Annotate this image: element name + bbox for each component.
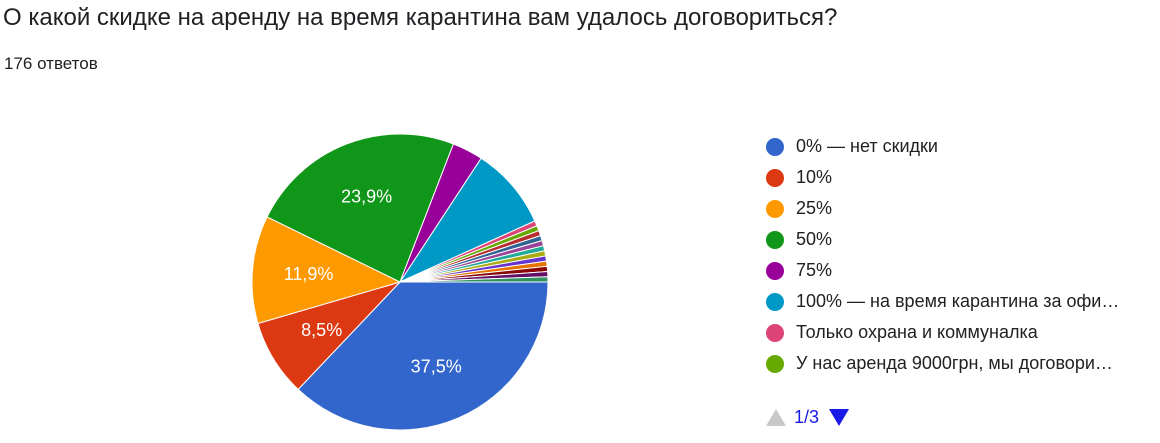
legend-swatch bbox=[766, 354, 784, 373]
legend-label: 50% bbox=[796, 229, 833, 249]
pie-slice[interactable] bbox=[251, 216, 402, 325]
legend-swatch bbox=[766, 137, 784, 156]
legend-item[interactable]: 10% bbox=[766, 162, 1119, 193]
legend-swatch bbox=[766, 261, 784, 280]
legend-item[interactable]: Только охрана и коммуналка bbox=[766, 317, 1119, 348]
legend-swatch bbox=[766, 230, 784, 249]
legend-swatch bbox=[766, 199, 784, 218]
pie-slice[interactable] bbox=[297, 281, 549, 431]
legend-item[interactable]: 100% — на время карантина за офи… bbox=[766, 286, 1119, 317]
page-indicator: 1/3 bbox=[794, 407, 820, 427]
legend-item[interactable]: 25% bbox=[766, 193, 1119, 224]
legend-label: 10% bbox=[796, 167, 833, 187]
slice-label: 23,9% bbox=[341, 187, 392, 207]
legend-label: 0% — нет скидки bbox=[796, 136, 938, 156]
legend-swatch bbox=[766, 168, 784, 187]
response-count: 176 ответов bbox=[4, 54, 98, 73]
slice-label: 37,5% bbox=[411, 356, 462, 376]
legend-label: Только охрана и коммуналка bbox=[796, 322, 1038, 342]
pie-slice[interactable] bbox=[266, 133, 455, 283]
chart-legend: 0% — нет скидки 10% 25% 50% 75% 100% — на вре… bbox=[766, 131, 1119, 379]
legend-item[interactable]: 50% bbox=[766, 224, 1119, 255]
legend-swatch bbox=[766, 292, 784, 311]
pie-slice[interactable] bbox=[399, 276, 549, 283]
legend-item[interactable]: 0% — нет скидки bbox=[766, 131, 1119, 162]
page-down-icon[interactable] bbox=[829, 409, 850, 426]
legend-item[interactable]: 75% bbox=[766, 255, 1119, 286]
legend-pager: 1/3 bbox=[766, 407, 850, 428]
slice-label: 11,9% bbox=[284, 264, 334, 284]
legend-label: 25% bbox=[796, 198, 833, 218]
slice-label: 8,5% bbox=[301, 320, 342, 340]
legend-label: 100% — на время карантина за офи… bbox=[796, 291, 1120, 311]
legend-swatch bbox=[766, 323, 784, 342]
pie-slice[interactable] bbox=[398, 157, 536, 284]
page-title: О какой скидке на аренду на время карант… bbox=[3, 4, 838, 31]
legend-item[interactable]: У нас аренда 9000грн, мы договори… bbox=[766, 348, 1119, 379]
page-up-icon[interactable] bbox=[766, 409, 786, 426]
legend-label: У нас аренда 9000грн, мы договори… bbox=[796, 353, 1113, 373]
legend-label: 75% bbox=[796, 260, 833, 280]
